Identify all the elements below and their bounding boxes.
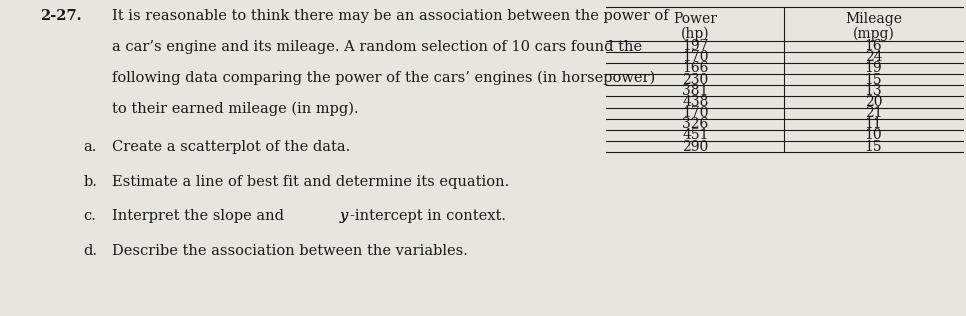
Text: following data comparing the power of the cars’ engines (in horsepower): following data comparing the power of th…: [112, 71, 655, 85]
Text: 230: 230: [682, 73, 708, 87]
Text: 170: 170: [682, 50, 709, 64]
Text: 15: 15: [865, 73, 882, 87]
Text: 197: 197: [682, 39, 709, 53]
Text: d.: d.: [83, 244, 98, 258]
Text: y: y: [339, 210, 348, 223]
Text: Mileage: Mileage: [845, 12, 902, 26]
Text: 166: 166: [682, 62, 709, 76]
Text: 381: 381: [682, 84, 709, 98]
Text: 24: 24: [865, 50, 882, 64]
Text: 10: 10: [865, 128, 882, 143]
Text: c.: c.: [83, 210, 97, 223]
Text: (hp): (hp): [681, 27, 710, 41]
Text: 13: 13: [865, 84, 882, 98]
Text: Power: Power: [673, 12, 718, 26]
Text: It is reasonable to think there may be an association between the power of: It is reasonable to think there may be a…: [112, 9, 668, 23]
Text: b.: b.: [83, 175, 98, 189]
Text: a.: a.: [83, 140, 97, 154]
Text: (mpg): (mpg): [853, 27, 895, 41]
Text: -intercept in context.: -intercept in context.: [350, 210, 506, 223]
Text: Describe the association between the variables.: Describe the association between the var…: [112, 244, 469, 258]
Text: 16: 16: [865, 39, 882, 53]
Text: 438: 438: [682, 95, 709, 109]
Text: 451: 451: [682, 128, 709, 143]
Text: 19: 19: [865, 62, 882, 76]
Text: 170: 170: [682, 106, 709, 120]
Text: 290: 290: [682, 140, 708, 154]
Text: to their earned mileage (in mpg).: to their earned mileage (in mpg).: [112, 102, 358, 116]
Text: y: y: [339, 210, 348, 223]
Text: Create a scatterplot of the data.: Create a scatterplot of the data.: [112, 140, 351, 154]
Text: 2-27.: 2-27.: [40, 9, 81, 23]
Text: 11: 11: [865, 117, 883, 131]
Text: 326: 326: [682, 117, 708, 131]
Text: 20: 20: [865, 95, 882, 109]
Text: 15: 15: [865, 140, 882, 154]
Text: Estimate a line of best fit and determine its equation.: Estimate a line of best fit and determin…: [112, 175, 509, 189]
Text: Interpret the slope and: Interpret the slope and: [112, 210, 289, 223]
Text: a car’s engine and its mileage. A random selection of 10 cars found the: a car’s engine and its mileage. A random…: [112, 40, 642, 54]
Text: 21: 21: [865, 106, 882, 120]
